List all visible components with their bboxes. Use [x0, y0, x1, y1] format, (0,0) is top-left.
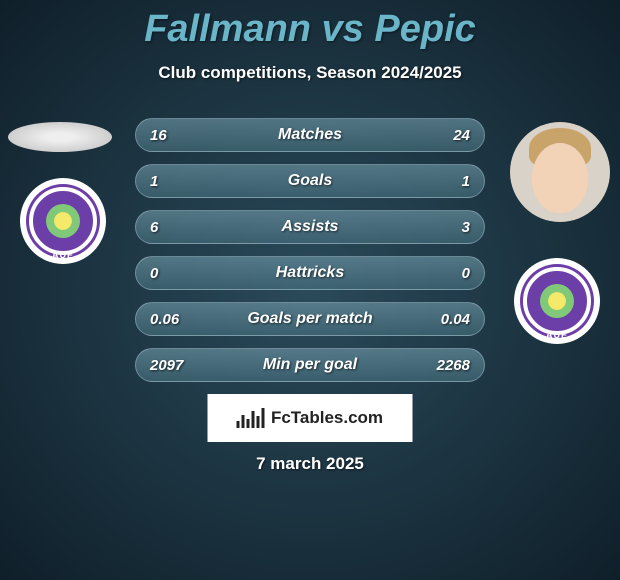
- stat-left-value: 16: [150, 127, 167, 144]
- player-left-avatar: [8, 122, 112, 152]
- stats-table: 16 Matches 24 1 Goals 1 6 Assists 3 0 Ha…: [135, 118, 485, 394]
- stat-right-value: 3: [462, 219, 470, 236]
- page-subtitle: Club competitions, Season 2024/2025: [0, 63, 620, 83]
- stat-left-value: 1: [150, 173, 158, 190]
- stat-left-value: 0.06: [150, 311, 179, 328]
- watermark: FcTables.com: [208, 394, 413, 442]
- stat-right-value: 0: [462, 265, 470, 282]
- stat-label: Min per goal: [263, 356, 357, 374]
- stat-right-value: 24: [453, 127, 470, 144]
- stat-left-value: 2097: [150, 357, 183, 374]
- stat-right-value: 0.04: [441, 311, 470, 328]
- stat-row-min-per-goal: 2097 Min per goal 2268: [135, 348, 485, 382]
- stat-label: Matches: [278, 126, 342, 144]
- stat-row-hattricks: 0 Hattricks 0: [135, 256, 485, 290]
- stat-label: Assists: [282, 218, 339, 236]
- stat-label: Hattricks: [276, 264, 344, 282]
- player-left-club-badge: AUE: [20, 178, 106, 264]
- club-right-short: AUE: [546, 330, 568, 340]
- bars-icon: [237, 408, 265, 428]
- stat-row-matches: 16 Matches 24: [135, 118, 485, 152]
- stat-row-assists: 6 Assists 3: [135, 210, 485, 244]
- player-right-club-badge: AUE: [514, 258, 600, 344]
- watermark-text: FcTables.com: [271, 408, 383, 428]
- stat-label: Goals: [288, 172, 332, 190]
- stat-row-goals: 1 Goals 1: [135, 164, 485, 198]
- club-left-short: AUE: [52, 250, 74, 260]
- player-right-avatar: [510, 122, 610, 222]
- stat-right-value: 1: [462, 173, 470, 190]
- stat-left-value: 0: [150, 265, 158, 282]
- stat-right-value: 2268: [437, 357, 470, 374]
- stat-row-goals-per-match: 0.06 Goals per match 0.04: [135, 302, 485, 336]
- stat-left-value: 6: [150, 219, 158, 236]
- date-label: 7 march 2025: [0, 454, 620, 474]
- stat-label: Goals per match: [247, 310, 372, 328]
- page-title: Fallmann vs Pepic: [0, 0, 620, 51]
